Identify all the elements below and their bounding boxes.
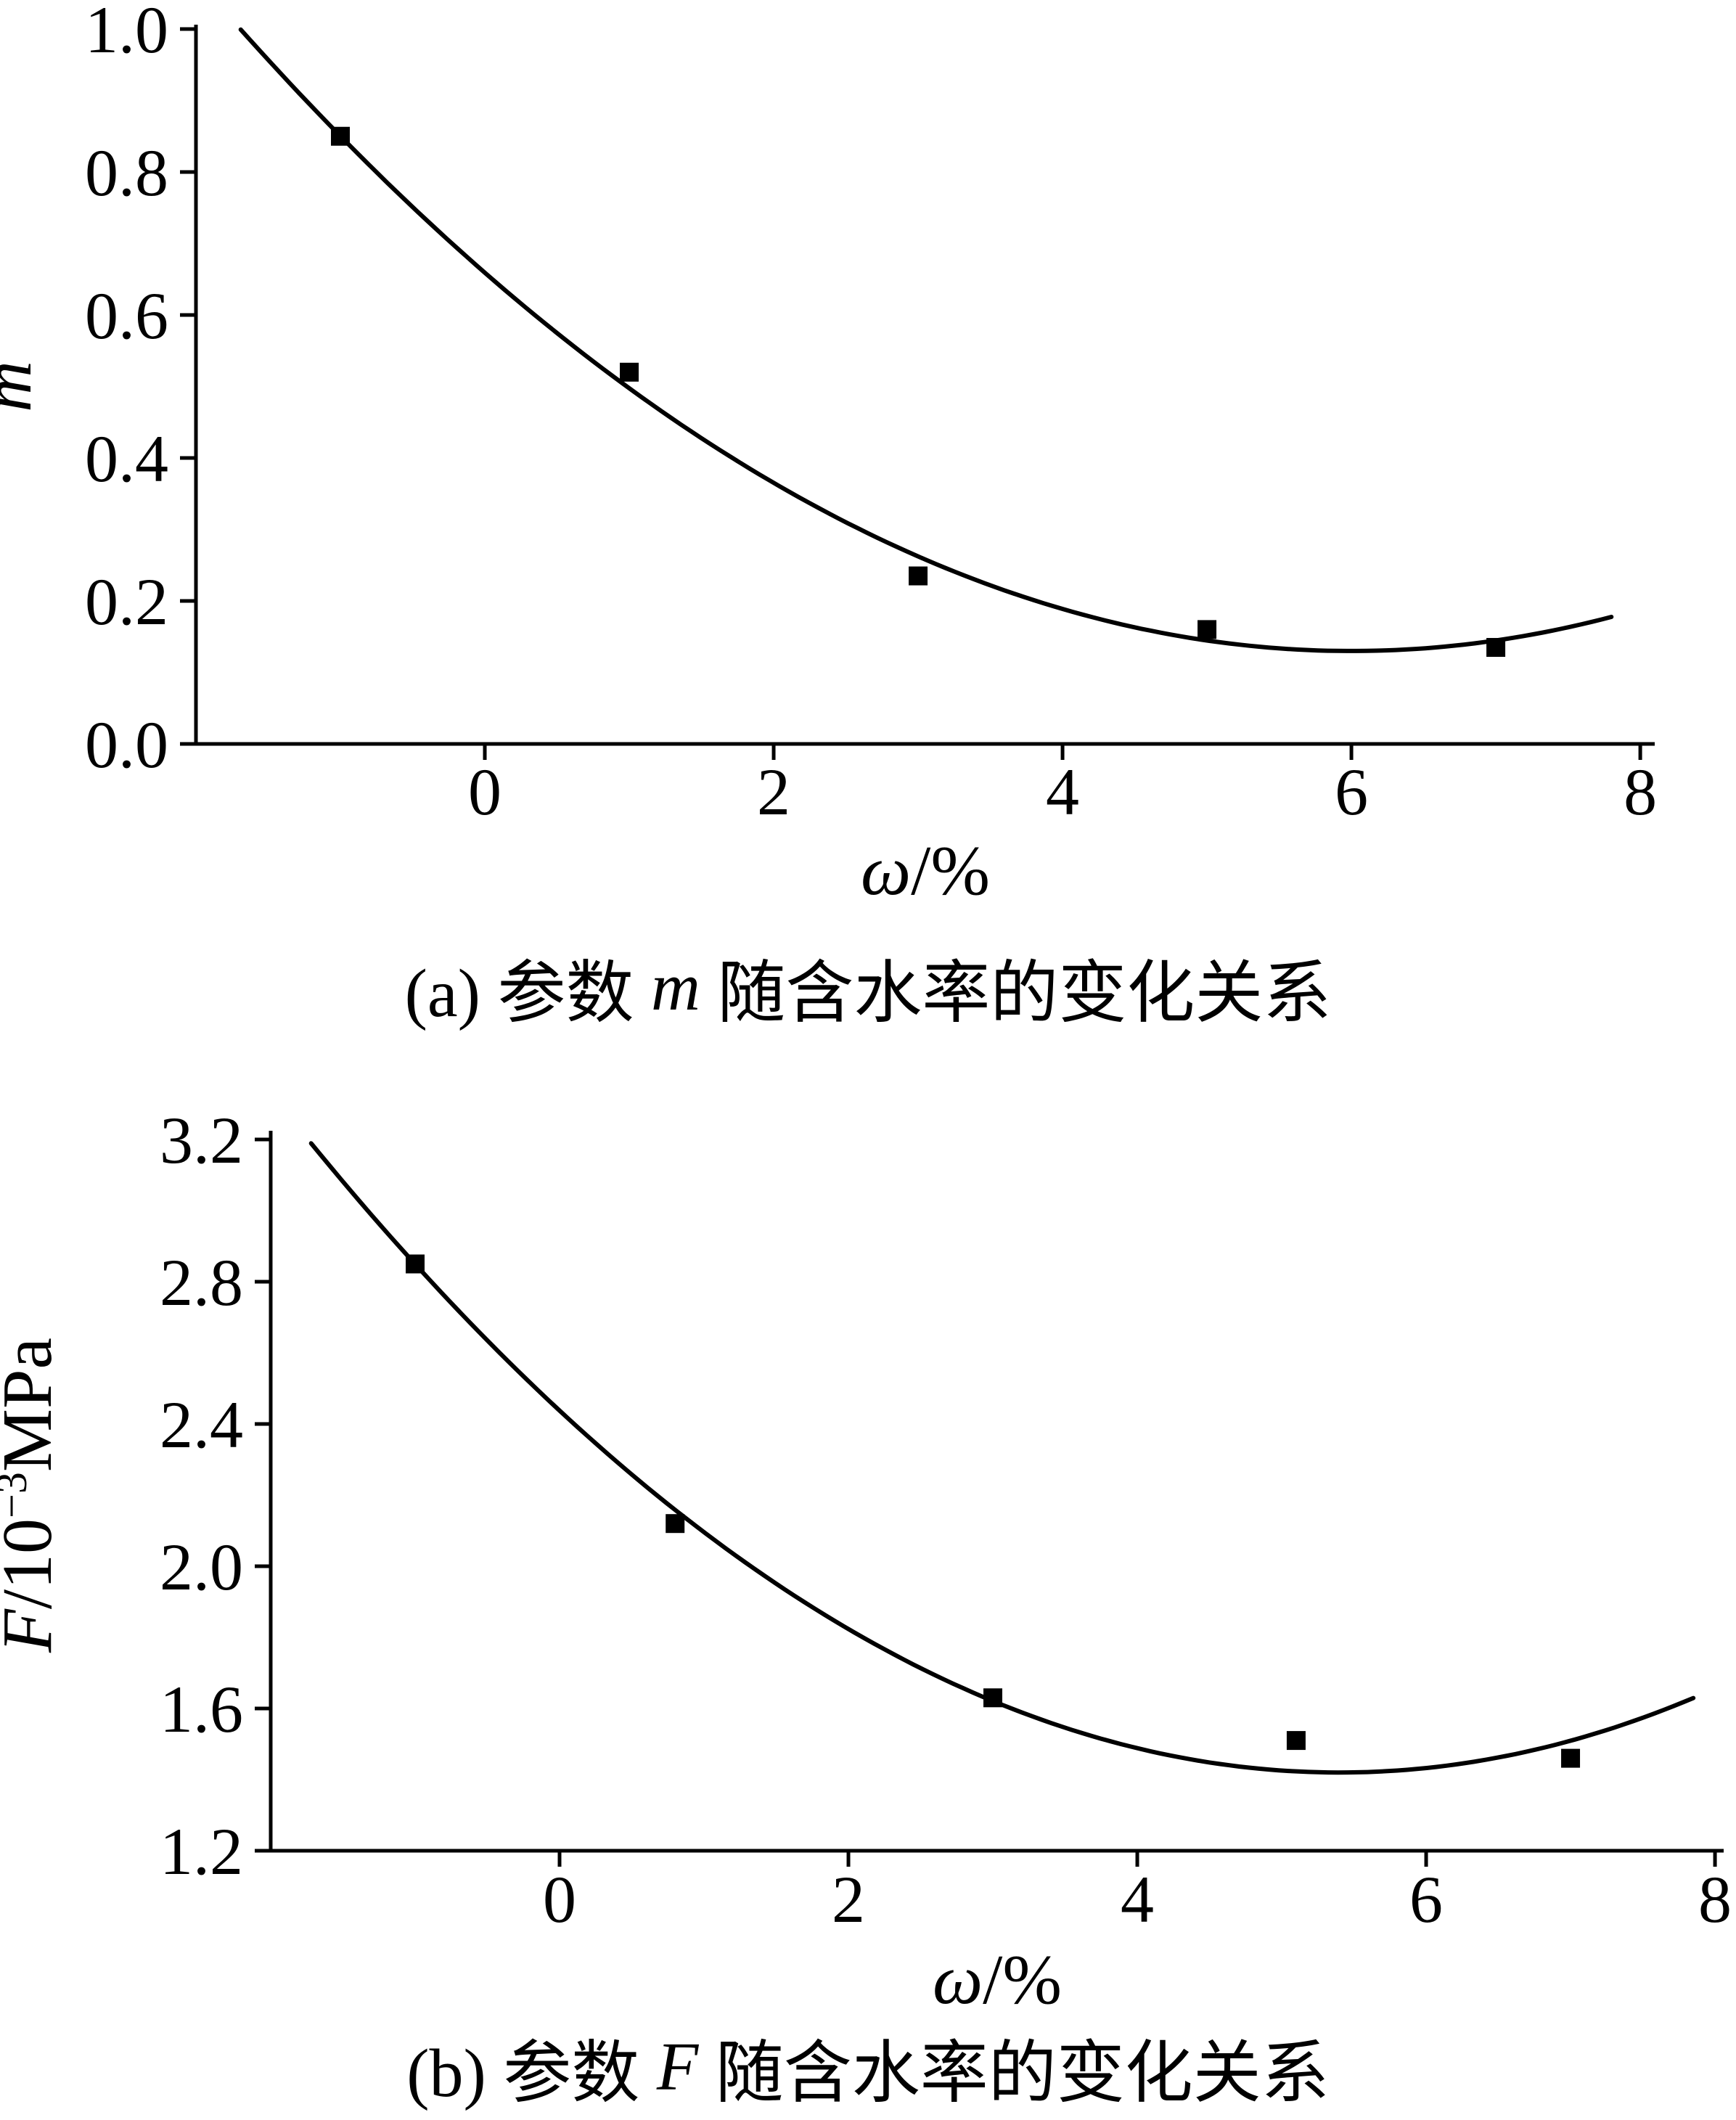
x-tick-label: 8 — [1698, 1862, 1732, 1936]
y-tick-label: 0.4 — [85, 422, 168, 496]
y-tick-label: 2.4 — [160, 1388, 243, 1462]
fit-curve — [308, 1141, 1696, 1775]
data-point — [666, 1514, 685, 1534]
caption-b-suffix: 随含水率的变化关系 — [698, 2036, 1330, 2111]
caption-a-symbol: m — [650, 949, 700, 1025]
y-tick-label: 3.2 — [160, 1103, 243, 1177]
x-tick-label: 8 — [1624, 755, 1657, 829]
caption-b-symbol: F — [656, 2029, 699, 2105]
data-point — [909, 566, 928, 586]
y-tick-label: 0.8 — [85, 136, 168, 210]
caption-a-prefix: (a) 参数 — [404, 956, 651, 1031]
caption-b-prefix: (b) 参数 — [406, 2036, 657, 2111]
data-point — [1286, 1731, 1306, 1751]
axes-line — [194, 25, 1655, 746]
x-axis-title: ω/% — [933, 1941, 1062, 2014]
caption-a-suffix: 随含水率的变化关系 — [700, 956, 1332, 1031]
y-tick-label: 1.6 — [160, 1672, 243, 1746]
x-tick-label: 2 — [832, 1862, 865, 1936]
data-point — [620, 362, 639, 382]
x-tick-label: 0 — [468, 755, 501, 829]
x-tick-label: 6 — [1409, 1862, 1443, 1936]
x-axis-title: ω/% — [861, 832, 990, 910]
chart-b-caption: (b) 参数 F 随含水率的变化关系 — [0, 2014, 1736, 2120]
y-tick-label: 0.6 — [85, 279, 168, 353]
axes-line — [269, 1131, 1724, 1853]
y-tick-label: 2.0 — [160, 1530, 243, 1604]
x-tick-label: 4 — [1121, 1862, 1154, 1936]
y-tick-label: 0.2 — [85, 565, 168, 639]
y-tick-label: 1.2 — [160, 1814, 243, 1888]
y-tick-label: 1.0 — [85, 0, 168, 67]
chart-a-caption: (a) 参数 m 随含水率的变化关系 — [0, 936, 1736, 1038]
fit-curve — [238, 27, 1614, 653]
data-point — [331, 126, 351, 146]
x-tick-label: 2 — [757, 755, 790, 829]
data-point — [1486, 638, 1506, 658]
y-tick-label: 2.8 — [160, 1245, 243, 1319]
y-tick-label: 0.0 — [85, 708, 168, 782]
x-tick-label: 6 — [1335, 755, 1368, 829]
data-point — [406, 1254, 425, 1274]
y-axis-title: m — [0, 361, 46, 412]
chart-b-plot: 0 2 4 6 8 1.2 1.6 2.0 2.4 2.8 3.2 ω/% F/10−3MPa — [0, 1103, 1732, 2014]
data-point — [1561, 1748, 1581, 1768]
data-point — [983, 1688, 1003, 1708]
data-point — [1197, 620, 1217, 639]
chart-a-plot: 0 2 4 6 8 0.0 0.2 0.4 0.6 0.8 1.0 ω/% m — [0, 0, 1657, 910]
x-tick-label: 4 — [1046, 755, 1079, 829]
x-tick-label: 0 — [543, 1862, 576, 1936]
y-axis-title: F/10−3MPa — [0, 1338, 67, 1653]
